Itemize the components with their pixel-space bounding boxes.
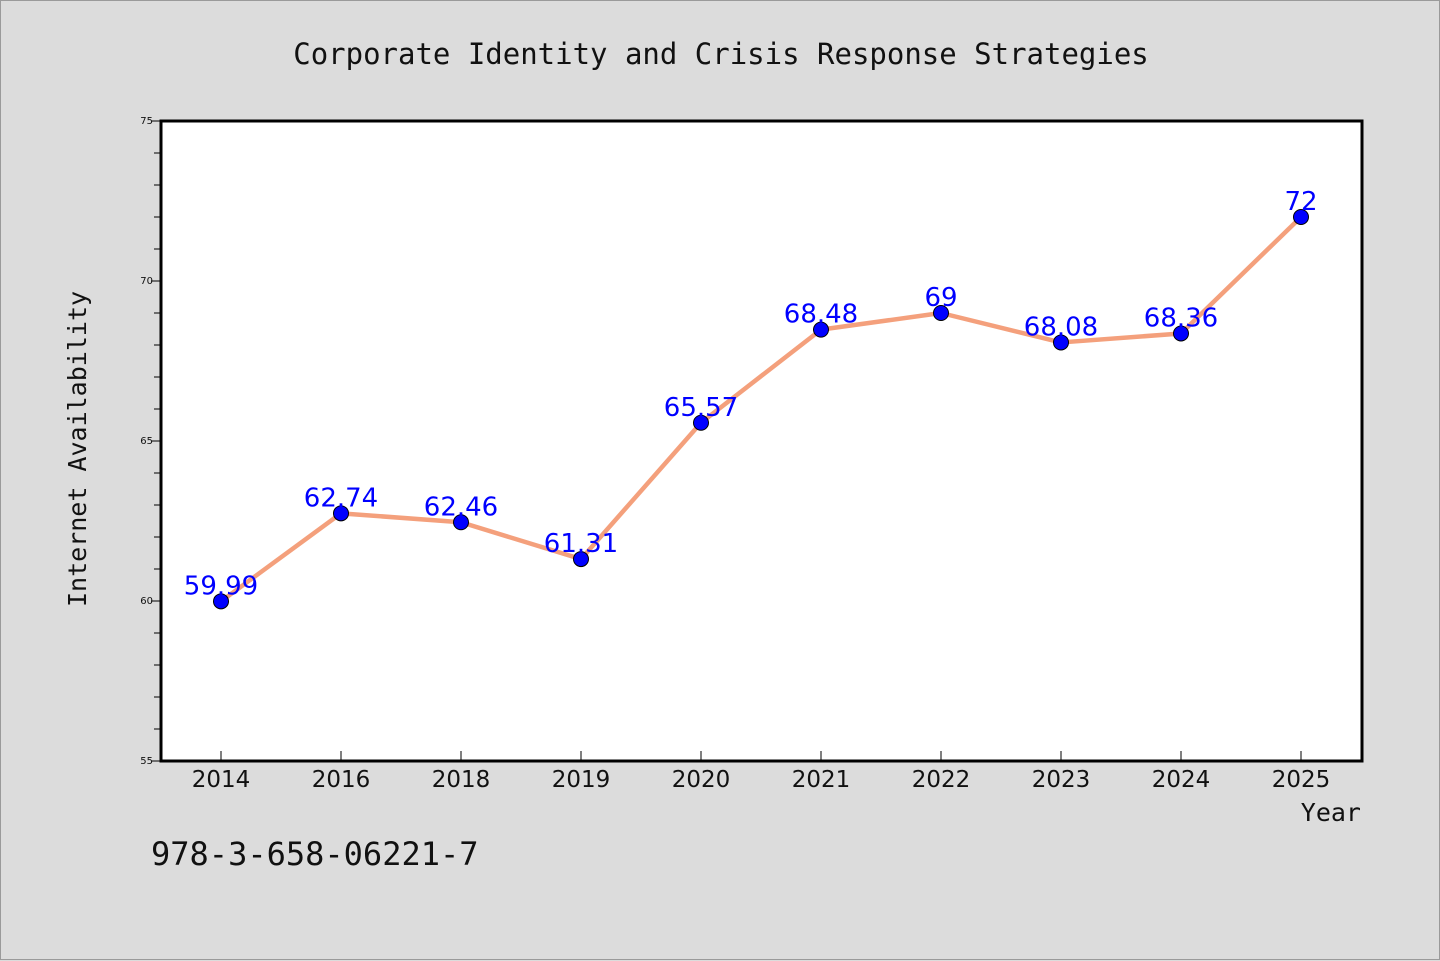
y-tick-label: 75 — [140, 116, 153, 127]
x-tick-label: 2022 — [912, 767, 971, 793]
y-axis-label: Internet Availability — [63, 291, 92, 607]
x-axis: 2014 2016 2018 2019 2020 2021 2022 2023 2024 2025 — [192, 751, 1331, 793]
x-tick-label: 2024 — [1152, 767, 1211, 793]
y-axis: 55 60 65 70 75 — [140, 116, 161, 767]
y-tick-label: 65 — [140, 436, 153, 447]
isbn-text: 978-3-658-06221-7 — [151, 835, 479, 873]
plot-area — [161, 121, 1362, 761]
data-label: 68.36 — [1144, 303, 1218, 333]
data-point — [1053, 334, 1069, 351]
data-point — [1293, 209, 1309, 225]
data-label: 69 — [924, 283, 957, 313]
series-markers — [213, 209, 1309, 610]
data-point — [573, 551, 589, 568]
data-point — [453, 514, 469, 531]
x-tick-label: 2021 — [792, 767, 851, 793]
data-point — [813, 321, 829, 338]
data-label: 72 — [1284, 187, 1317, 217]
data-point — [693, 414, 709, 431]
data-label: 65.57 — [664, 393, 738, 423]
x-tick-label: 2025 — [1272, 767, 1331, 793]
y-tick-label: 70 — [140, 276, 153, 287]
x-axis-label: Year — [1301, 798, 1361, 827]
x-tick-label: 2018 — [432, 767, 491, 793]
y-tick-label: 60 — [140, 596, 153, 607]
x-tick-label: 2016 — [312, 767, 371, 793]
x-tick-label: 2019 — [552, 767, 611, 793]
plot-border — [159, 119, 1364, 763]
data-label: 68.08 — [1024, 312, 1098, 342]
data-label: 68.48 — [784, 300, 858, 330]
data-label: 59.99 — [184, 571, 258, 601]
x-tick-label: 2023 — [1032, 767, 1091, 793]
x-tick-label: 2020 — [672, 767, 731, 793]
data-point — [1173, 325, 1189, 342]
data-labels: 59.99 62.74 62.46 61.31 65.57 68.48 69 68.08 68.… — [184, 187, 1318, 601]
data-point — [213, 593, 229, 610]
x-tick-label: 2014 — [192, 767, 251, 793]
series-line — [218, 214, 1304, 604]
data-label: 62.46 — [424, 492, 498, 522]
y-tick-label: 55 — [140, 756, 153, 767]
chart-title: Corporate Identity and Crisis Response S… — [293, 37, 1149, 71]
data-label: 62.74 — [304, 483, 378, 513]
data-label: 61.31 — [544, 529, 618, 559]
data-point — [333, 505, 349, 522]
data-point — [933, 305, 949, 321]
